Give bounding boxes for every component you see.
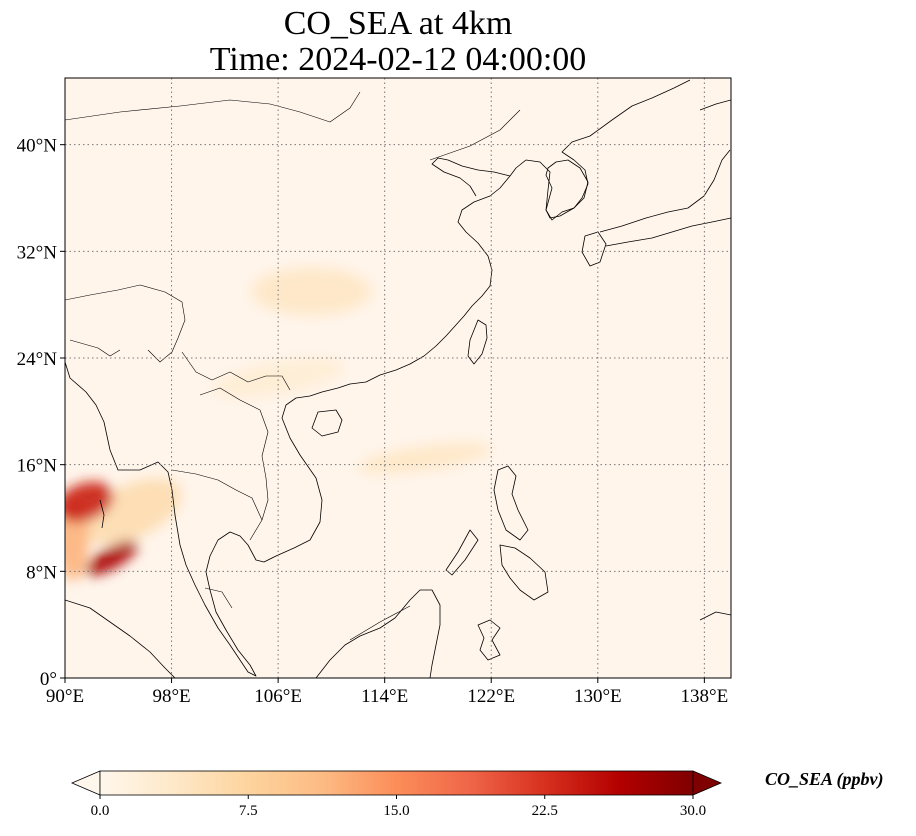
gridlines bbox=[65, 78, 731, 678]
x-tick-label: 122°E bbox=[467, 686, 515, 707]
co-plume bbox=[358, 442, 491, 474]
palawan bbox=[445, 529, 479, 576]
map-frame bbox=[64, 77, 732, 679]
new-guinea bbox=[699, 611, 731, 621]
co-concentration-field bbox=[65, 267, 491, 581]
x-tick-label: 90°E bbox=[46, 686, 84, 707]
co-plume bbox=[85, 540, 138, 576]
y-tick-label: 40°N bbox=[17, 136, 58, 157]
honshu bbox=[599, 149, 731, 233]
colorbar-extend-max bbox=[692, 770, 723, 796]
sulawesi bbox=[477, 619, 501, 661]
x-tick-label: 138°E bbox=[681, 686, 729, 707]
mainland-coastline bbox=[65, 79, 691, 677]
country-borders bbox=[65, 91, 521, 641]
y-tick-label: 0° bbox=[40, 669, 57, 690]
colorbar-tick-label: 0.0 bbox=[91, 803, 110, 819]
colorbar-tick-label: 15.0 bbox=[383, 803, 409, 819]
colorbar-tick-label: 7.5 bbox=[239, 803, 258, 819]
andaman-islands bbox=[99, 499, 105, 529]
chart-title: CO_SEA at 4km bbox=[283, 5, 513, 42]
co-plume bbox=[65, 481, 114, 523]
map-background bbox=[65, 78, 731, 678]
x-tick-label: 114°E bbox=[361, 686, 408, 707]
borneo bbox=[315, 589, 441, 678]
colorbar-tick-label: 22.5 bbox=[532, 803, 558, 819]
korea-coastline bbox=[545, 159, 589, 219]
colorbar-extend-min bbox=[70, 770, 101, 796]
chart-subtitle-time: Time: 2024-02-12 04:00:00 bbox=[209, 41, 587, 78]
x-tick-label: 106°E bbox=[254, 686, 302, 707]
x-tick-label: 98°E bbox=[152, 686, 190, 707]
taiwan bbox=[467, 319, 488, 365]
sumatra bbox=[65, 599, 176, 678]
x-tick-label: 130°E bbox=[574, 686, 622, 707]
axes: 90°E 98°E 106°E 114°E 122°E 130°E 138°E 0° 8°N 16… bbox=[17, 136, 729, 707]
colorbar-tick-label: 30.0 bbox=[680, 803, 706, 819]
y-tick-label: 16°N bbox=[17, 456, 58, 477]
bohai-coastline bbox=[431, 157, 511, 197]
y-tick-label: 24°N bbox=[17, 349, 58, 370]
colorbar-label: CO_SEA (ppbv) bbox=[765, 769, 884, 789]
hokkaido bbox=[699, 99, 731, 111]
co-plume bbox=[212, 358, 344, 398]
honshu-south bbox=[605, 217, 731, 247]
y-tick-label: 8°N bbox=[26, 562, 57, 583]
luzon bbox=[493, 465, 529, 541]
hainan bbox=[311, 409, 343, 437]
co-plume bbox=[251, 267, 372, 316]
colorbar-gradient bbox=[99, 770, 694, 796]
colorbar: 0.0 7.5 15.0 22.5 30.0 bbox=[70, 770, 723, 819]
y-tick-label: 32°N bbox=[17, 242, 58, 263]
